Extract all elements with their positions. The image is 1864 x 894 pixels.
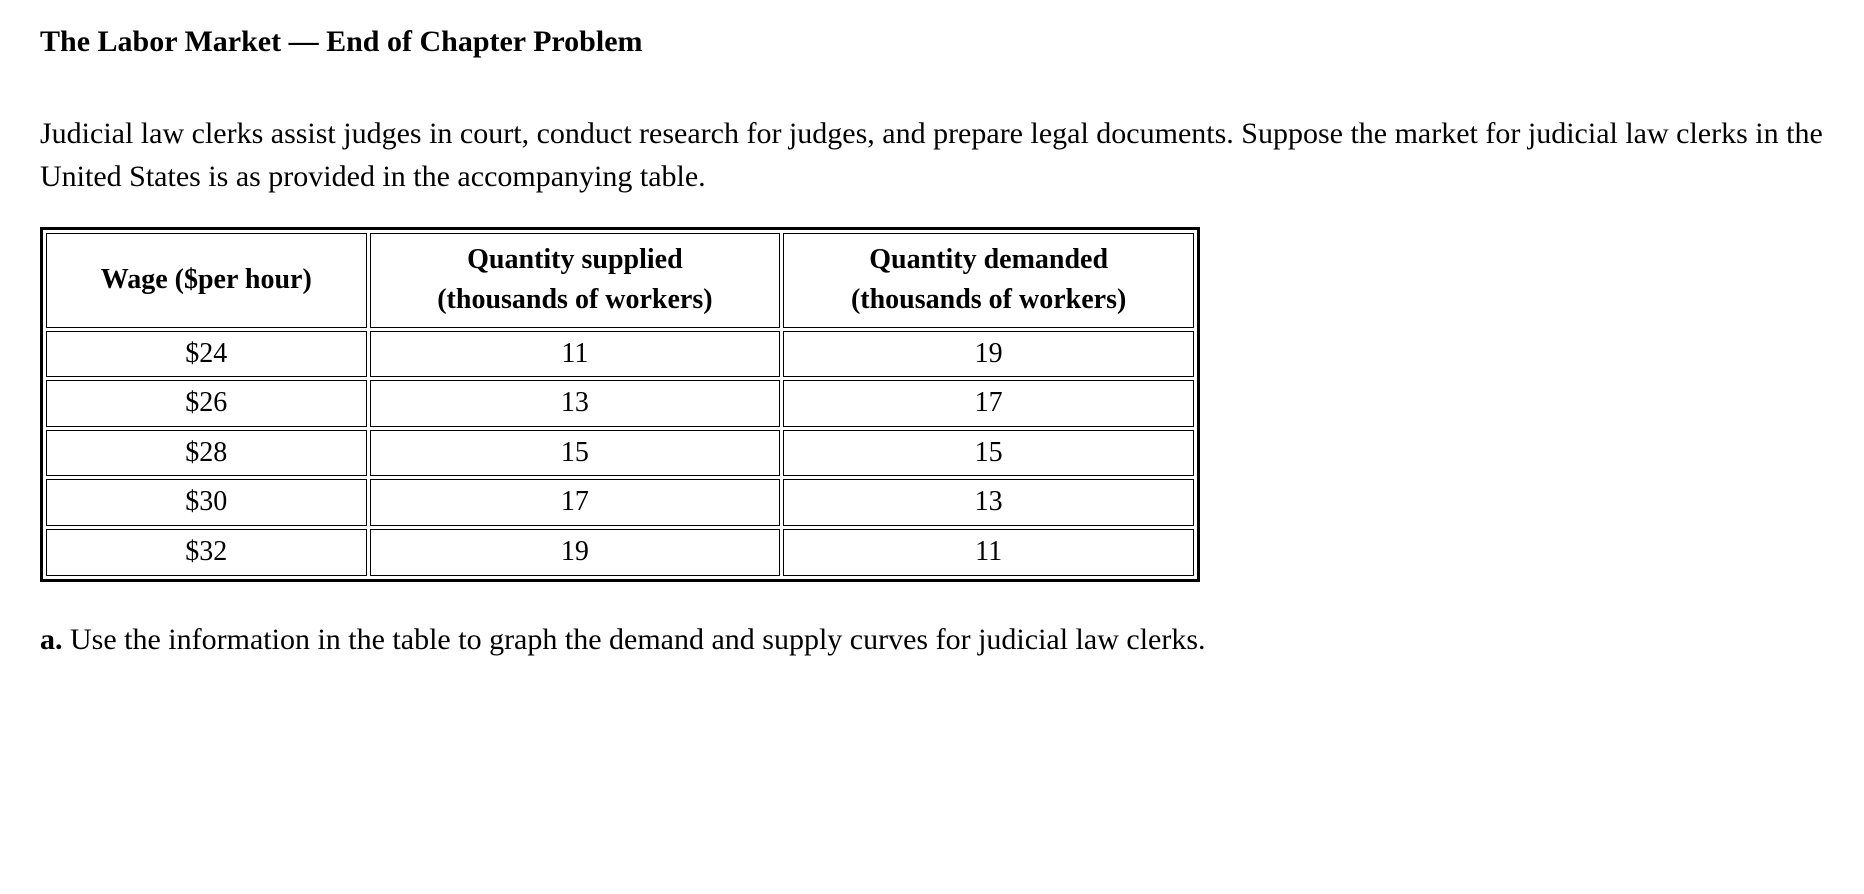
col-header-wage-text: Wage ($per hour)	[101, 264, 312, 295]
cell-supplied: 15	[370, 430, 781, 477]
table-row: $28 15 15	[46, 430, 1194, 477]
cell-wage: $26	[46, 380, 367, 427]
table-header-row: Wage ($per hour) Quantity supplied (thou…	[46, 233, 1194, 328]
data-table: Wage ($per hour) Quantity supplied (thou…	[40, 227, 1200, 582]
col-header-supplied-text: Quantity supplied	[467, 244, 683, 275]
cell-supplied: 17	[370, 479, 781, 526]
table-row: $30 17 13	[46, 479, 1194, 526]
cell-wage: $32	[46, 529, 367, 576]
table-row: $24 11 19	[46, 331, 1194, 378]
col-header-demanded: Quantity demanded (thousands of workers)	[783, 233, 1194, 328]
cell-demanded: 15	[783, 430, 1194, 477]
cell-wage: $30	[46, 479, 367, 526]
col-header-wage: Wage ($per hour)	[46, 233, 367, 328]
question-part-a: a. Use the information in the table to g…	[40, 618, 1824, 662]
part-a-label: a.	[40, 623, 63, 656]
cell-supplied: 13	[370, 380, 781, 427]
col-header-demanded-sub: (thousands of workers)	[794, 280, 1183, 321]
table-row: $26 13 17	[46, 380, 1194, 427]
cell-demanded: 19	[783, 331, 1194, 378]
cell-wage: $28	[46, 430, 367, 477]
cell-demanded: 13	[783, 479, 1194, 526]
part-a-text: Use the information in the table to grap…	[63, 623, 1206, 656]
cell-wage: $24	[46, 331, 367, 378]
cell-supplied: 11	[370, 331, 781, 378]
page-title: The Labor Market — End of Chapter Proble…	[40, 20, 1824, 64]
col-header-supplied: Quantity supplied (thousands of workers)	[370, 233, 781, 328]
cell-supplied: 19	[370, 529, 781, 576]
page-root: The Labor Market — End of Chapter Proble…	[0, 0, 1864, 701]
cell-demanded: 11	[783, 529, 1194, 576]
col-header-supplied-sub: (thousands of workers)	[381, 280, 770, 321]
table-row: $32 19 11	[46, 529, 1194, 576]
col-header-demanded-text: Quantity demanded	[869, 244, 1108, 275]
cell-demanded: 17	[783, 380, 1194, 427]
intro-paragraph: Judicial law clerks assist judges in cou…	[40, 112, 1824, 199]
